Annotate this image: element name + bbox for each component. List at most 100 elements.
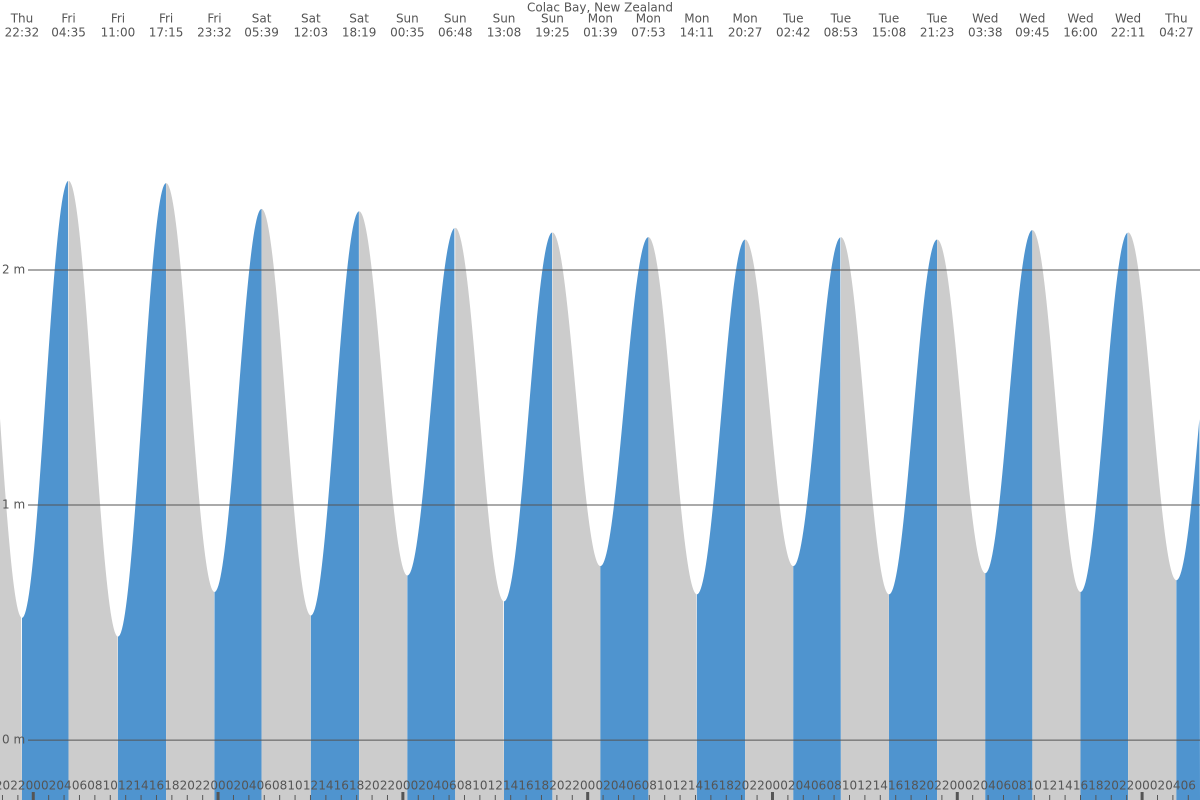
extreme-day: Wed: [1019, 12, 1045, 26]
extreme-day: Sun: [444, 12, 467, 26]
chart-title: Colac Bay, New Zealand: [527, 1, 673, 15]
x-tick-label: 22: [749, 779, 764, 793]
rising-area: [1176, 419, 1200, 800]
falling-area: [937, 239, 986, 800]
x-tick-label: 12: [303, 779, 318, 793]
extreme-day: Mon: [588, 12, 613, 26]
extreme-day: Tue: [878, 12, 900, 26]
overlay: 0 m1 m2 mThu22:32Fri04:35Fri11:00Fri17:1…: [0, 12, 1200, 800]
extreme-time: 16:00: [1063, 26, 1098, 40]
x-tick-label: 12: [672, 779, 687, 793]
x-tick-label: 22: [380, 779, 395, 793]
extreme-time: 11:00: [101, 26, 136, 40]
x-tick-label: 12: [488, 779, 503, 793]
x-tick-label: 12: [118, 779, 133, 793]
x-tick-label: 20: [734, 779, 749, 793]
x-tick-label: 18: [719, 779, 734, 793]
extreme-day: Thu: [1164, 12, 1188, 26]
x-tick-label: 00: [210, 779, 225, 793]
x-tick-label: 06: [626, 779, 641, 793]
extreme-time: 13:08: [487, 26, 522, 40]
extreme-day: Fri: [111, 12, 125, 26]
extreme-time: 09:45: [1015, 26, 1050, 40]
falling-area: [648, 237, 697, 800]
extreme-day: Wed: [972, 12, 998, 26]
falling-area: [1032, 230, 1081, 800]
extreme-day: Fri: [159, 12, 173, 26]
extreme-day: Mon: [636, 12, 661, 26]
x-tick-label: 20: [0, 779, 10, 793]
rising-area: [793, 237, 841, 800]
x-tick-label: 06: [1181, 779, 1196, 793]
x-tick-label: 06: [257, 779, 272, 793]
extreme-time: 06:48: [438, 26, 473, 40]
x-tick-label: 00: [580, 779, 595, 793]
falling-area: [455, 227, 505, 800]
x-tick-label: 20: [180, 779, 195, 793]
x-tick-label: 04: [980, 779, 995, 793]
x-tick-label: 12: [1042, 779, 1057, 793]
x-tick-label: 02: [411, 779, 426, 793]
x-tick-label: 02: [1150, 779, 1165, 793]
x-tick-label: 18: [1088, 779, 1103, 793]
y-tick-label: 2 m: [2, 263, 25, 277]
x-tick-label: 02: [965, 779, 980, 793]
extreme-day: Fri: [61, 12, 75, 26]
x-tick-label: 14: [1057, 779, 1072, 793]
x-tick-label: 02: [780, 779, 795, 793]
falling-area: [359, 211, 408, 800]
x-tick-label: 22: [195, 779, 210, 793]
rising-area: [696, 239, 746, 800]
x-tick-label: 10: [842, 779, 857, 793]
x-tick-label: 00: [765, 779, 780, 793]
extreme-time: 19:25: [535, 26, 570, 40]
x-tick-label: 16: [1073, 779, 1088, 793]
x-tick-label: 16: [703, 779, 718, 793]
x-tick-label: 08: [87, 779, 102, 793]
rising-area: [889, 239, 938, 800]
extreme-day: Sun: [541, 12, 564, 26]
extreme-time: 08:53: [824, 26, 859, 40]
extreme-day: Tue: [830, 12, 852, 26]
extreme-time: 17:15: [149, 26, 184, 40]
x-tick-label: 18: [164, 779, 179, 793]
x-tick-label: 14: [503, 779, 518, 793]
x-tick-label: 10: [287, 779, 302, 793]
x-tick-label: 18: [349, 779, 364, 793]
x-tick-label: 22: [1119, 779, 1134, 793]
x-tick-label: 08: [1011, 779, 1026, 793]
x-tick-label: 22: [10, 779, 25, 793]
extreme-day: Sat: [252, 12, 272, 26]
rising-area: [117, 183, 167, 800]
x-tick-label: 20: [919, 779, 934, 793]
falling-area: [840, 237, 890, 800]
extreme-day: Wed: [1067, 12, 1093, 26]
falling-area: [745, 239, 794, 800]
x-tick-label: 20: [549, 779, 564, 793]
x-tick-label: 22: [934, 779, 949, 793]
extreme-time: 07:53: [631, 26, 666, 40]
extreme-time: 04:27: [1159, 26, 1194, 40]
extreme-time: 02:42: [776, 26, 811, 40]
x-tick-label: 10: [472, 779, 487, 793]
x-tick-label: 10: [103, 779, 118, 793]
x-tick-label: 18: [903, 779, 918, 793]
extreme-day: Sun: [493, 12, 516, 26]
x-tick-label: 00: [26, 779, 41, 793]
extreme-time: 14:11: [680, 26, 715, 40]
x-tick-label: 08: [457, 779, 472, 793]
x-tick-label: 18: [534, 779, 549, 793]
x-tick-label: 16: [149, 779, 164, 793]
x-tick-label: 06: [441, 779, 456, 793]
tide-fills: [0, 180, 1200, 800]
extreme-day: Wed: [1115, 12, 1141, 26]
extreme-time: 20:27: [728, 26, 763, 40]
falling-area: [261, 208, 311, 800]
x-tick-label: 00: [1134, 779, 1149, 793]
x-tick-label: 00: [950, 779, 965, 793]
x-tick-label: 06: [811, 779, 826, 793]
x-tick-label: 08: [272, 779, 287, 793]
x-tick-label: 20: [364, 779, 379, 793]
rising-area: [310, 211, 360, 800]
